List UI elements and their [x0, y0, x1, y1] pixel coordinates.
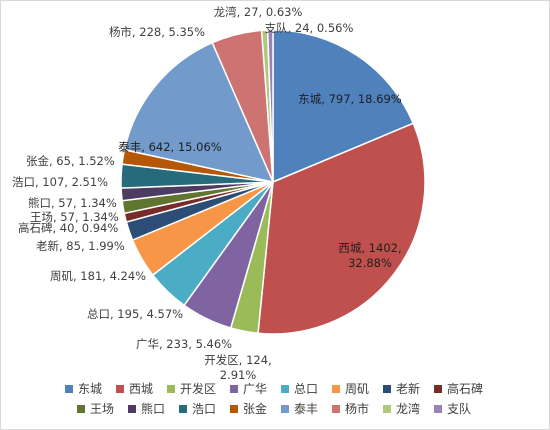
data-label-9: 王场, 57, 1.34% [30, 210, 119, 224]
legend-swatch [76, 405, 85, 413]
legend-label: 周矶 [345, 382, 370, 396]
legend-item-15: 龙湾 [383, 399, 420, 419]
legend-swatch [229, 385, 238, 393]
legend-label: 熊口 [140, 402, 165, 416]
data-label-2: 西城, 1402, 32.88% [338, 241, 401, 270]
legend-swatch [166, 385, 175, 393]
legend-label: 王场 [89, 402, 114, 416]
legend-label: 泰丰 [294, 402, 319, 416]
legend-swatch [178, 405, 187, 413]
legend-item-7: 老新 [383, 379, 420, 399]
legend-swatch [332, 405, 341, 413]
data-label-16: 支队, 24, 0.56% [265, 21, 354, 35]
legend-label: 东城 [77, 382, 102, 396]
chart-legend: 东城 西城 开发区 广华 总口 周矶 老新 高石碑王场 熊口 浩口 张金 泰丰 杨市 龙湾 支队 [40, 379, 510, 419]
legend-swatch [127, 405, 136, 413]
data-label-5: 总口, 195, 4.57% [87, 307, 183, 321]
data-label-11: 浩口, 107, 2.51% [12, 175, 108, 189]
pie-slice-1 [272, 29, 415, 184]
data-label-1: 东城, 797, 18.69% [298, 92, 401, 106]
legend-swatch [115, 385, 124, 393]
legend-label: 开发区 [179, 382, 216, 396]
legend-item-16: 支队 [434, 399, 471, 419]
data-label-13: 泰丰, 642, 15.06% [118, 140, 221, 154]
legend-label: 总口 [294, 382, 319, 396]
data-label-8: 高石碑, 40, 0.94% [18, 221, 118, 235]
data-label-14: 杨市, 228, 5.35% [109, 25, 205, 39]
legend-label: 支队 [447, 402, 472, 416]
legend-item-5: 总口 [281, 379, 318, 399]
pie-slice-13 [123, 41, 275, 184]
legend-swatch [229, 405, 238, 413]
pie-slice-16 [266, 29, 274, 183]
data-label-10: 熊口, 57, 1.34% [28, 196, 117, 210]
legend-label: 浩口 [191, 402, 216, 416]
legend-label: 广华 [242, 382, 267, 396]
data-label-3: 开发区, 124, 2.91% [204, 353, 271, 382]
legend-item-14: 杨市 [332, 399, 369, 419]
legend-label: 龙湾 [396, 402, 421, 416]
legend-item-11: 浩口 [178, 399, 216, 419]
legend-label: 老新 [396, 382, 421, 396]
legend-swatch [64, 385, 73, 393]
legend-item-1: 东城 [64, 379, 102, 399]
legend-swatch [434, 405, 443, 413]
legend-swatch [383, 385, 392, 393]
data-label-12: 张金, 65, 1.52% [26, 154, 115, 168]
legend-label: 高石碑 [447, 382, 484, 396]
legend-item-4: 广华 [229, 379, 267, 399]
legend-item-10: 熊口 [127, 399, 165, 419]
legend-item-9: 王场 [76, 399, 114, 419]
legend-swatch [332, 385, 341, 393]
legend-item-3: 开发区 [166, 379, 216, 399]
legend-swatch [434, 385, 443, 393]
legend-label: 西城 [128, 382, 153, 396]
legend-item-2: 西城 [115, 379, 153, 399]
pie-slice-2 [257, 122, 426, 335]
legend-label: 张金 [242, 402, 267, 416]
legend-item-13: 泰丰 [281, 399, 318, 419]
legend-item-6: 周矶 [332, 379, 369, 399]
legend-swatch [281, 385, 289, 393]
legend-item-12: 张金 [229, 399, 267, 419]
legend-swatch [383, 405, 392, 413]
data-label-6: 周矶, 181, 4.24% [50, 269, 146, 283]
legend-swatch [281, 405, 289, 413]
data-label-7: 老新, 85, 1.99% [36, 239, 125, 253]
legend-label: 杨市 [345, 402, 370, 416]
data-label-4: 广华, 233, 5.46% [136, 337, 232, 351]
legend-item-8: 高石碑 [434, 379, 483, 399]
data-label-15: 龙湾, 27, 0.63% [214, 5, 303, 19]
